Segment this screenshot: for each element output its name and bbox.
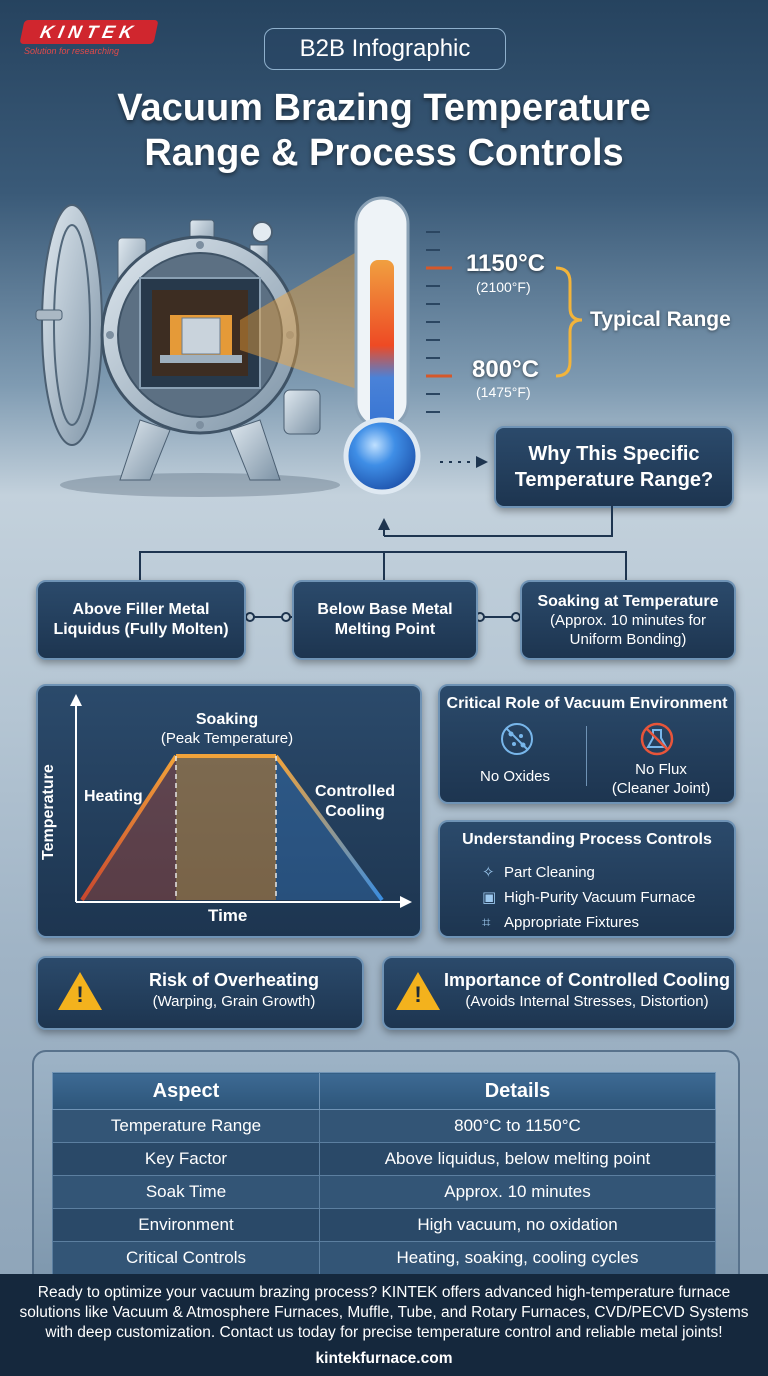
table-cell: Environment [52,1208,320,1242]
condition-1-line-1: Above Filler Metal [72,601,210,618]
no-oxides-label: No Oxides [479,768,551,785]
table-cell: Soak Time [52,1175,320,1209]
condition-3-line-3: Uniform Bonding) [569,630,687,648]
no-flux-line-1: No Flux [635,761,687,778]
cleaning-icon: ✧ [482,864,495,881]
typical-range-label: Typical Range [590,308,731,331]
title-line-2: Range & Process Controls [144,132,624,174]
condition-below-melting: Below Base Metal Melting Point [292,580,478,660]
warning-icon: ! [396,972,440,1010]
footer-line-3: with deep customization. Contact us toda… [45,1324,723,1341]
warning-2-text: Importance of Controlled Cooling (Avoids… [442,970,732,1010]
why-line-1: Why This Specific [528,443,700,465]
kintek-logo: KINTEK Solution for researching [19,20,159,56]
warning-1-subtitle: (Warping, Grain Growth) [152,993,316,1010]
table-cell: Above liquidus, below melting point [319,1142,716,1176]
soaking-subtitle: (Peak Temperature) [160,730,294,747]
condition-soaking: Soaking at Temperature (Approx. 10 minute… [520,580,736,660]
condition-3-line-1: Soaking at Temperature [537,592,719,610]
soaking-label: Soaking (Peak Temperature) [150,710,304,748]
table-cell: Heating, soaking, cooling cycles [319,1241,716,1275]
warning-2-title: Importance of Controlled Cooling [444,970,730,990]
cooling-line-1: Controlled [315,783,395,800]
warning-icon: ! [58,972,102,1010]
warning-1-text: Risk of Overheating (Warping, Grain Grow… [114,970,354,1010]
brand-tagline: Solution for researching [24,46,120,56]
table-header-aspect: Aspect [52,1072,320,1110]
x-axis-label: Time [208,906,248,925]
footer-website-link[interactable]: kintekfurnace.com [315,1350,453,1367]
control-item-furnace: ▣ High-Purity Vacuum Furnace [482,885,695,910]
controls-list: ✧ Part Cleaning ▣ High-Purity Vacuum Furna… [482,860,695,935]
controls-title: Understanding Process Controls [462,831,712,848]
table-row: Soak Time Approx. 10 minutes [52,1175,716,1209]
table-cell: High vacuum, no oxidation [319,1208,716,1242]
control-item-2-label: High-Purity Vacuum Furnace [504,889,696,906]
why-range-box: Why This Specific Temperature Range? [494,426,734,508]
table-cell: Critical Controls [52,1241,320,1275]
table-row: Environment High vacuum, no oxidation [52,1208,716,1242]
table-row: Key Factor Above liquidus, below melting … [52,1142,716,1176]
temp-upper-c: 1150°C [466,250,545,277]
warning-2-subtitle: (Avoids Internal Stresses, Distortion) [465,993,709,1010]
table-cell: Key Factor [52,1142,320,1176]
cooling-label: Controlled Cooling [312,782,398,822]
condition-2-line-1: Below Base Metal [317,601,453,618]
page-title: Vacuum Brazing Temperature Range & Proce… [0,86,768,176]
table-row: Critical Controls Heating, soaking, cooli… [52,1241,716,1275]
warning-controlled-cooling: ! Importance of Controlled Cooling (Avoi… [382,956,736,1030]
condition-1-line-2: Liquidus (Fully Molten) [53,621,229,638]
cooling-line-2: Cooling [325,803,385,820]
control-item-fixtures: ⌗ Appropriate Fixtures [482,910,695,935]
control-item-3-label: Appropriate Fixtures [504,914,640,931]
soaking-title: Soaking [195,711,259,728]
condition-3-line-2: (Approx. 10 minutes for [550,611,706,629]
footer-line-1: Ready to optimize your vacuum brazing pr… [37,1284,731,1301]
temp-lower-c: 800°C [472,356,539,383]
temp-upper-f: (2100°F) [476,279,531,295]
warning-overheating: ! Risk of Overheating (Warping, Grain Gr… [36,956,364,1030]
thermal-cycle-panel [36,684,422,938]
table-row: Temperature Range 800°C to 1150°C [52,1109,716,1143]
no-flux-label: No Flux (Cleaner Joint) [588,760,734,798]
condition-above-liquidus: Above Filler Metal Liquidus (Fully Molten… [36,580,246,660]
connector-lines [139,504,627,622]
title-line-1: Vacuum Brazing Temperature [117,87,651,129]
footer-line-2: solutions like Vacuum & Atmosphere Furna… [19,1304,749,1321]
table-cell: Temperature Range [52,1109,320,1143]
table-header-details: Details [319,1072,716,1110]
table-cell: 800°C to 1150°C [319,1109,716,1143]
y-axis-label: Temperature [40,764,57,860]
control-item-cleaning: ✧ Part Cleaning [482,860,695,885]
temp-lower-f: (1475°F) [476,384,531,400]
control-item-1-label: Part Cleaning [504,864,595,881]
thermal-cycle-diagram [70,694,412,908]
vacuum-title: Critical Role of Vacuum Environment [446,695,728,712]
no-oxides-icon [501,723,533,755]
brand-name: KINTEK [38,21,140,42]
why-line-2: Temperature Range? [514,469,714,491]
condition-2-line-2: Melting Point [334,621,436,638]
vacuum-environment-panel: Critical Role of Vacuum Environment No O… [438,684,736,804]
process-controls-panel: Understanding Process Controls ✧ Part Cle… [438,820,736,938]
table-cell: Approx. 10 minutes [319,1175,716,1209]
warning-1-title: Risk of Overheating [148,970,320,990]
infographic-badge: B2B Infographic [264,28,506,70]
no-flux-line-2: (Cleaner Joint) [611,780,711,797]
no-flux-icon [640,722,674,756]
summary-table: Aspect Details Temperature Range 800°C to… [52,1072,716,1275]
chip-icon: ▣ [482,889,497,906]
table-header-row: Aspect Details [52,1072,716,1110]
furnace-illustration [35,196,583,497]
fixture-icon: ⌗ [482,914,491,931]
heating-label: Heating [84,788,143,805]
footer-cta: Ready to optimize your vacuum brazing pr… [0,1274,768,1376]
